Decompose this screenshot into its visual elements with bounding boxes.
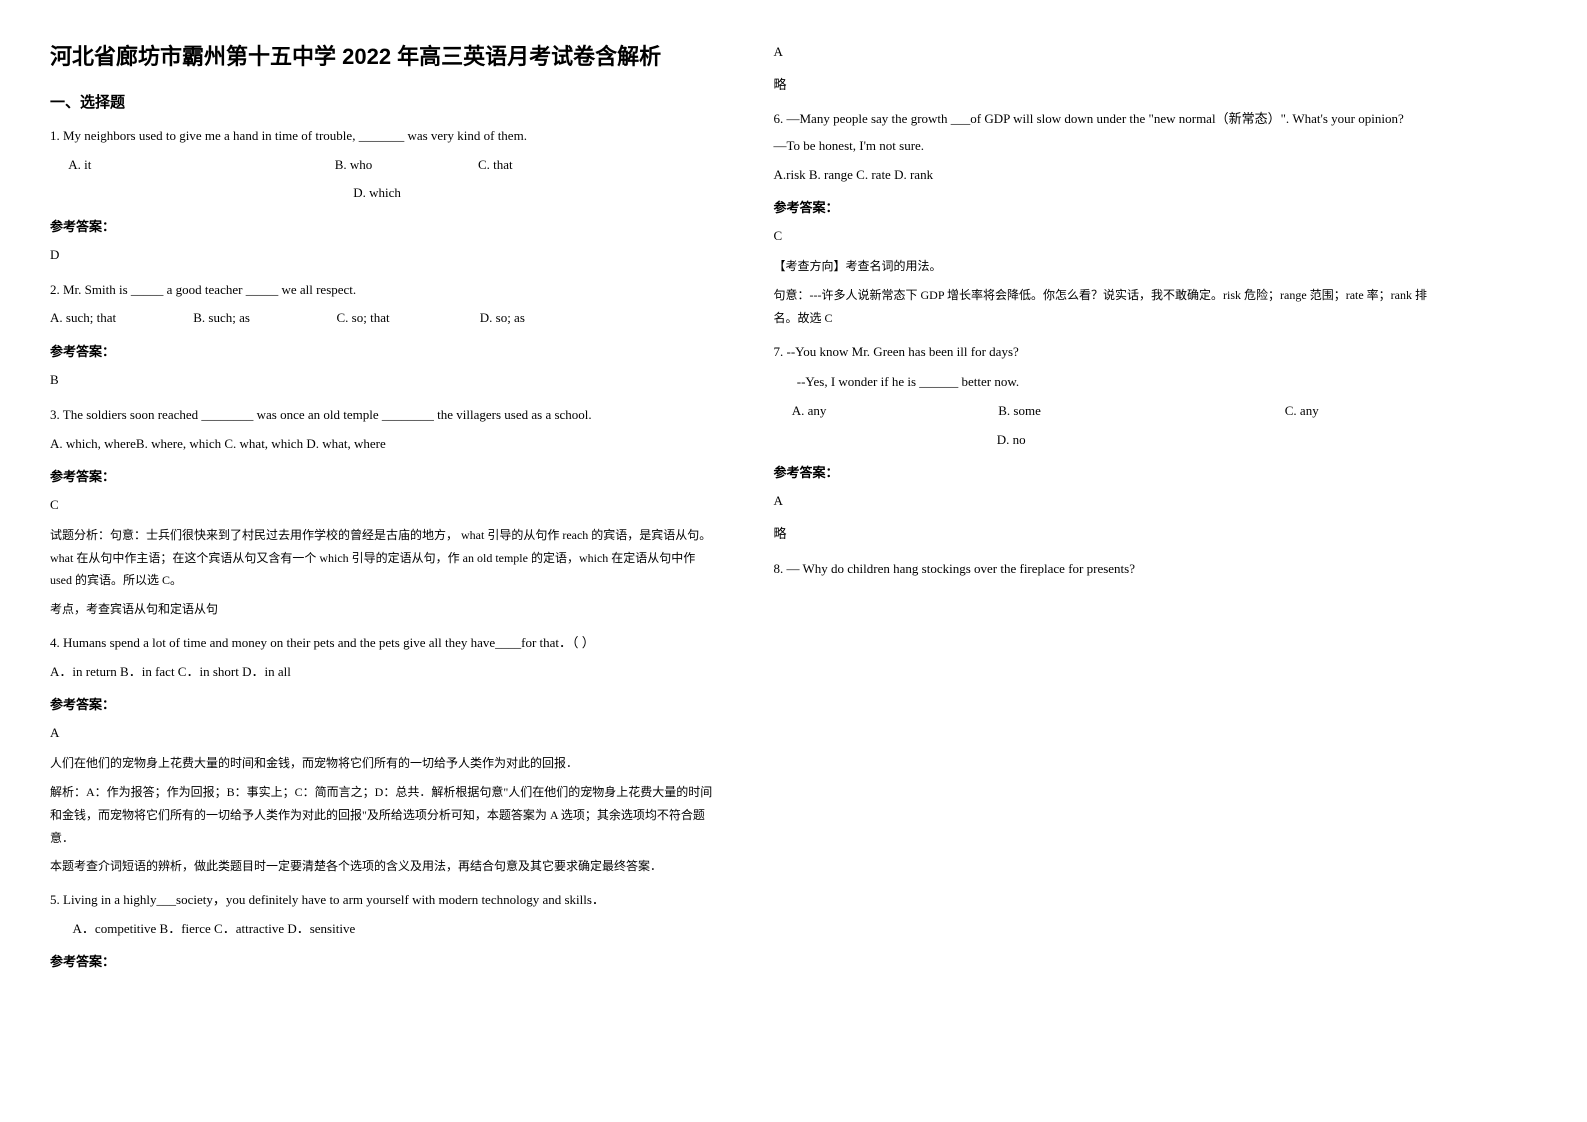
q1-answer-label: 参考答案： xyxy=(50,216,714,235)
q2-text: 2. Mr. Smith is _____ a good teacher ___… xyxy=(50,278,714,303)
q5-text: 5. Living in a highly___society，you defi… xyxy=(50,888,714,913)
q2-optA: A. such; that xyxy=(50,306,190,331)
q3-options: A. which, whereB. where, which C. what, … xyxy=(50,432,714,457)
q5-answer: A xyxy=(774,40,1438,65)
q7-answer-label: 参考答案： xyxy=(774,462,1438,481)
q6-expl1: 【考查方向】考查名词的用法。 xyxy=(774,255,1438,278)
q6-options: A.risk B. range C. rate D. rank xyxy=(774,163,1438,188)
q6-text2: —To be honest, I'm not sure. xyxy=(774,134,1438,159)
q3-text: 3. The soldiers soon reached ________ wa… xyxy=(50,403,714,428)
q4-expl3: 本题考查介词短语的辨析，做此类题目时一定要清楚各个选项的含义及用法，再结合句意及… xyxy=(50,855,714,878)
q7-options-row1: A. any B. some C. any xyxy=(774,399,1438,424)
q3-answer: C xyxy=(50,493,714,518)
q6-answer: C xyxy=(774,224,1438,249)
q8-text: 8. — Why do children hang stockings over… xyxy=(774,557,1438,582)
q7-optA: A. any xyxy=(792,399,952,424)
q2-options: A. such; that B. such; as C. so; that D.… xyxy=(50,306,714,331)
q7-optB: B. some xyxy=(998,399,1158,424)
q7-options-row2: D. no xyxy=(774,428,1438,453)
q1-optC: C. that xyxy=(478,157,513,172)
q3-expl2: 考点，考查宾语从句和定语从句 xyxy=(50,598,714,621)
q7-optD: D. no xyxy=(997,432,1026,447)
q2-answer-label: 参考答案： xyxy=(50,341,714,360)
q7-expl: 略 xyxy=(774,522,1438,547)
q7-text2-content: --Yes, I wonder if he is ______ better n… xyxy=(797,374,1019,389)
q5-options: A．competitive B．fierce C．attractive D．se… xyxy=(50,917,714,942)
q6-text1: 6. —Many people say the growth ___of GDP… xyxy=(774,107,1438,132)
q7-text2: --Yes, I wonder if he is ______ better n… xyxy=(774,370,1438,395)
q1-options-row1: A. it B. who C. that xyxy=(50,153,714,178)
q1-optD: D. which xyxy=(353,185,401,200)
q7-text1: 7. --You know Mr. Green has been ill for… xyxy=(774,340,1438,365)
q3-answer-label: 参考答案： xyxy=(50,466,714,485)
section-heading: 一、选择题 xyxy=(50,91,714,112)
q1-text: 1. My neighbors used to give me a hand i… xyxy=(50,124,714,149)
q4-answer-label: 参考答案： xyxy=(50,694,714,713)
q4-answer: A xyxy=(50,721,714,746)
q5-answer-label: 参考答案： xyxy=(50,951,714,970)
q3-expl1: 试题分析：句意：士兵们很快来到了村民过去用作学校的曾经是古庙的地方， what … xyxy=(50,524,714,592)
q6-expl2: 句意：---许多人说新常态下 GDP 增长率将会降低。你怎么看？说实话，我不敢确… xyxy=(774,284,1438,330)
q4-expl2: 解析：A：作为报答；作为回报；B：事实上；C：简而言之；D：总共．解析根据句意"… xyxy=(50,781,714,849)
q7-answer: A xyxy=(774,489,1438,514)
q7-optC: C. any xyxy=(1285,403,1319,418)
page-title: 河北省廊坊市霸州第十五中学 2022 年高三英语月考试卷含解析 xyxy=(50,40,714,73)
q2-optB: B. such; as xyxy=(193,306,333,331)
q4-text: 4. Humans spend a lot of time and money … xyxy=(50,631,714,656)
q5-opts-text: A．competitive B．fierce C．attractive D．se… xyxy=(73,921,356,936)
q4-options: A．in return B．in fact C．in short D．in al… xyxy=(50,660,714,685)
q4-expl1: 人们在他们的宠物身上花费大量的时间和金钱，而宠物将它们所有的一切给予人类作为对此… xyxy=(50,752,714,775)
q1-optB: B. who xyxy=(335,153,475,178)
q5-expl: 略 xyxy=(774,73,1438,98)
q1-answer: D xyxy=(50,243,714,268)
q1-options-row2: D. which xyxy=(50,181,714,206)
q2-optC: C. so; that xyxy=(337,306,477,331)
q6-answer-label: 参考答案： xyxy=(774,197,1438,216)
q2-optD: D. so; as xyxy=(480,310,525,325)
q1-optA: A. it xyxy=(68,153,228,178)
q2-answer: B xyxy=(50,368,714,393)
